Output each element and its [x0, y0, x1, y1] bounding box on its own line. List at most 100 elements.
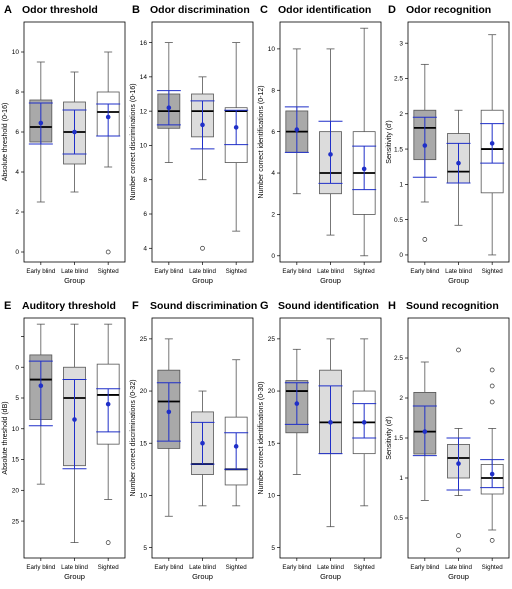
mean-marker: [422, 143, 428, 148]
box-2: [352, 338, 377, 507]
box-0: [412, 63, 437, 242]
panel-title: Odor identification: [278, 4, 371, 16]
box-2: [224, 359, 249, 507]
box-2: [96, 51, 121, 255]
y-tick-label: 2: [15, 209, 19, 216]
outlier-point: [489, 383, 495, 389]
panel-e: E Auditory threshold 0 5 10 15 20 25 Absolute th…: [2, 300, 126, 581]
mean-marker: [105, 401, 111, 407]
panel-title: Sound discrimination: [150, 300, 257, 312]
panel-title: Sound recognition: [406, 300, 499, 312]
panel-title: Odor recognition: [406, 4, 491, 16]
mean-marker: [456, 461, 461, 466]
x-tick-label: Early blind: [154, 564, 183, 571]
x-axis-label: Group: [64, 572, 85, 581]
y-tick-label: 12: [140, 108, 148, 115]
y-tick-label: 0: [15, 249, 19, 256]
panel-letter: E: [4, 300, 11, 312]
y-tick-label: 10: [140, 493, 148, 500]
y-axis-label: Number correct identifications (0-12): [258, 85, 265, 198]
panel-a: A Odor threshold 0 2 4 6 8 10 Absolute threshold…: [2, 4, 126, 285]
x-tick-label: Sighted: [354, 268, 376, 275]
panel-d: D Odor recognition 0 0.5 1 1.5 2 2.5 3 Sensitivit…: [386, 4, 510, 285]
panel-title: Odor threshold: [22, 4, 98, 16]
x-tick-label: Sighted: [354, 564, 376, 571]
y-tick-label: 6: [271, 129, 275, 136]
outlier-point: [489, 367, 495, 373]
box-2: [96, 323, 121, 545]
x-tick-label: Late blind: [445, 268, 472, 275]
box-1: [318, 338, 343, 528]
panel-g: G Sound identification 5 10 15 20 25 Number cor…: [258, 300, 382, 581]
y-tick-label: 1.5: [394, 435, 403, 442]
box-0: [284, 348, 309, 475]
panel-f: F Sound discrimination 5 10 15 20 25 Number cor…: [130, 300, 257, 581]
y-tick-label: 2.5: [394, 76, 403, 83]
mean-marker: [233, 125, 239, 130]
x-tick-label: Early blind: [282, 268, 311, 275]
x-axis-label: Group: [320, 572, 341, 581]
x-tick-label: Late blind: [317, 268, 344, 275]
y-tick-label: 8: [271, 87, 275, 94]
x-axis-label: Group: [448, 276, 469, 285]
y-tick-label: 1.5: [394, 146, 403, 153]
y-tick-label: 20: [140, 388, 148, 395]
box-0: [28, 323, 53, 485]
x-tick-label: Late blind: [61, 268, 88, 275]
x-tick-label: Late blind: [317, 564, 344, 571]
mean-marker: [200, 122, 205, 128]
x-tick-label: Late blind: [445, 564, 472, 571]
y-tick-label: 4: [15, 169, 19, 176]
x-tick-label: Sighted: [98, 268, 120, 275]
mean-marker: [72, 129, 77, 135]
y-tick-label: 15: [140, 440, 148, 447]
outlier-point: [456, 347, 461, 353]
y-tick-label: 4: [271, 170, 275, 177]
y-tick-label: 10: [268, 493, 276, 500]
y-tick-label: 10: [12, 49, 20, 56]
y-tick-label: 5: [15, 395, 19, 402]
outlier-point: [456, 547, 461, 553]
box-1: [446, 109, 471, 226]
mean-marker: [166, 409, 172, 415]
mean-marker: [456, 160, 461, 166]
mean-marker: [294, 127, 300, 132]
y-tick-label: 16: [140, 40, 148, 47]
y-tick-label: 15: [268, 440, 276, 447]
y-tick-label: 2: [271, 212, 275, 219]
box-0: [28, 61, 53, 203]
panel-title: Auditory threshold: [22, 300, 116, 312]
y-tick-label: 0: [399, 252, 403, 259]
y-tick-label: 14: [140, 74, 148, 81]
y-axis-label: Absolute threshold (0-16): [2, 103, 9, 182]
panel-h: H Sound recognition 0.5 1 1.5 2 2.5 Sensitivity…: [386, 300, 510, 581]
y-tick-label: 0.5: [394, 217, 403, 224]
outlier-point: [200, 245, 205, 251]
panel-letter: C: [260, 4, 268, 16]
x-tick-label: Early blind: [282, 564, 311, 571]
x-tick-label: Sighted: [226, 268, 248, 275]
box-1: [318, 48, 343, 236]
outlier-point: [489, 399, 495, 405]
panel-letter: B: [132, 4, 140, 16]
outlier-point: [105, 540, 111, 545]
y-tick-label: 5: [143, 545, 147, 552]
box-1: [190, 76, 215, 251]
box-1: [62, 323, 87, 544]
y-tick-label: 0.5: [394, 515, 403, 522]
x-tick-label: Late blind: [61, 564, 88, 571]
y-axis-label: Number correct identifications (0-30): [258, 381, 265, 494]
y-tick-label: 25: [268, 336, 276, 343]
y-tick-label: 8: [15, 89, 19, 96]
panel-letter: G: [260, 300, 269, 312]
y-axis-label: Absolute threshold (dB): [2, 401, 9, 474]
panel-b: B Odor discrimination 4 6 8 10 12 14 16 Number co…: [130, 4, 254, 285]
y-tick-label: 10: [268, 46, 276, 53]
x-axis-label: Group: [320, 276, 341, 285]
y-tick-label: 20: [12, 488, 20, 495]
mean-marker: [361, 166, 367, 172]
outlier-point: [456, 533, 461, 538]
x-tick-label: Early blind: [26, 268, 55, 275]
box-2: [480, 367, 505, 543]
